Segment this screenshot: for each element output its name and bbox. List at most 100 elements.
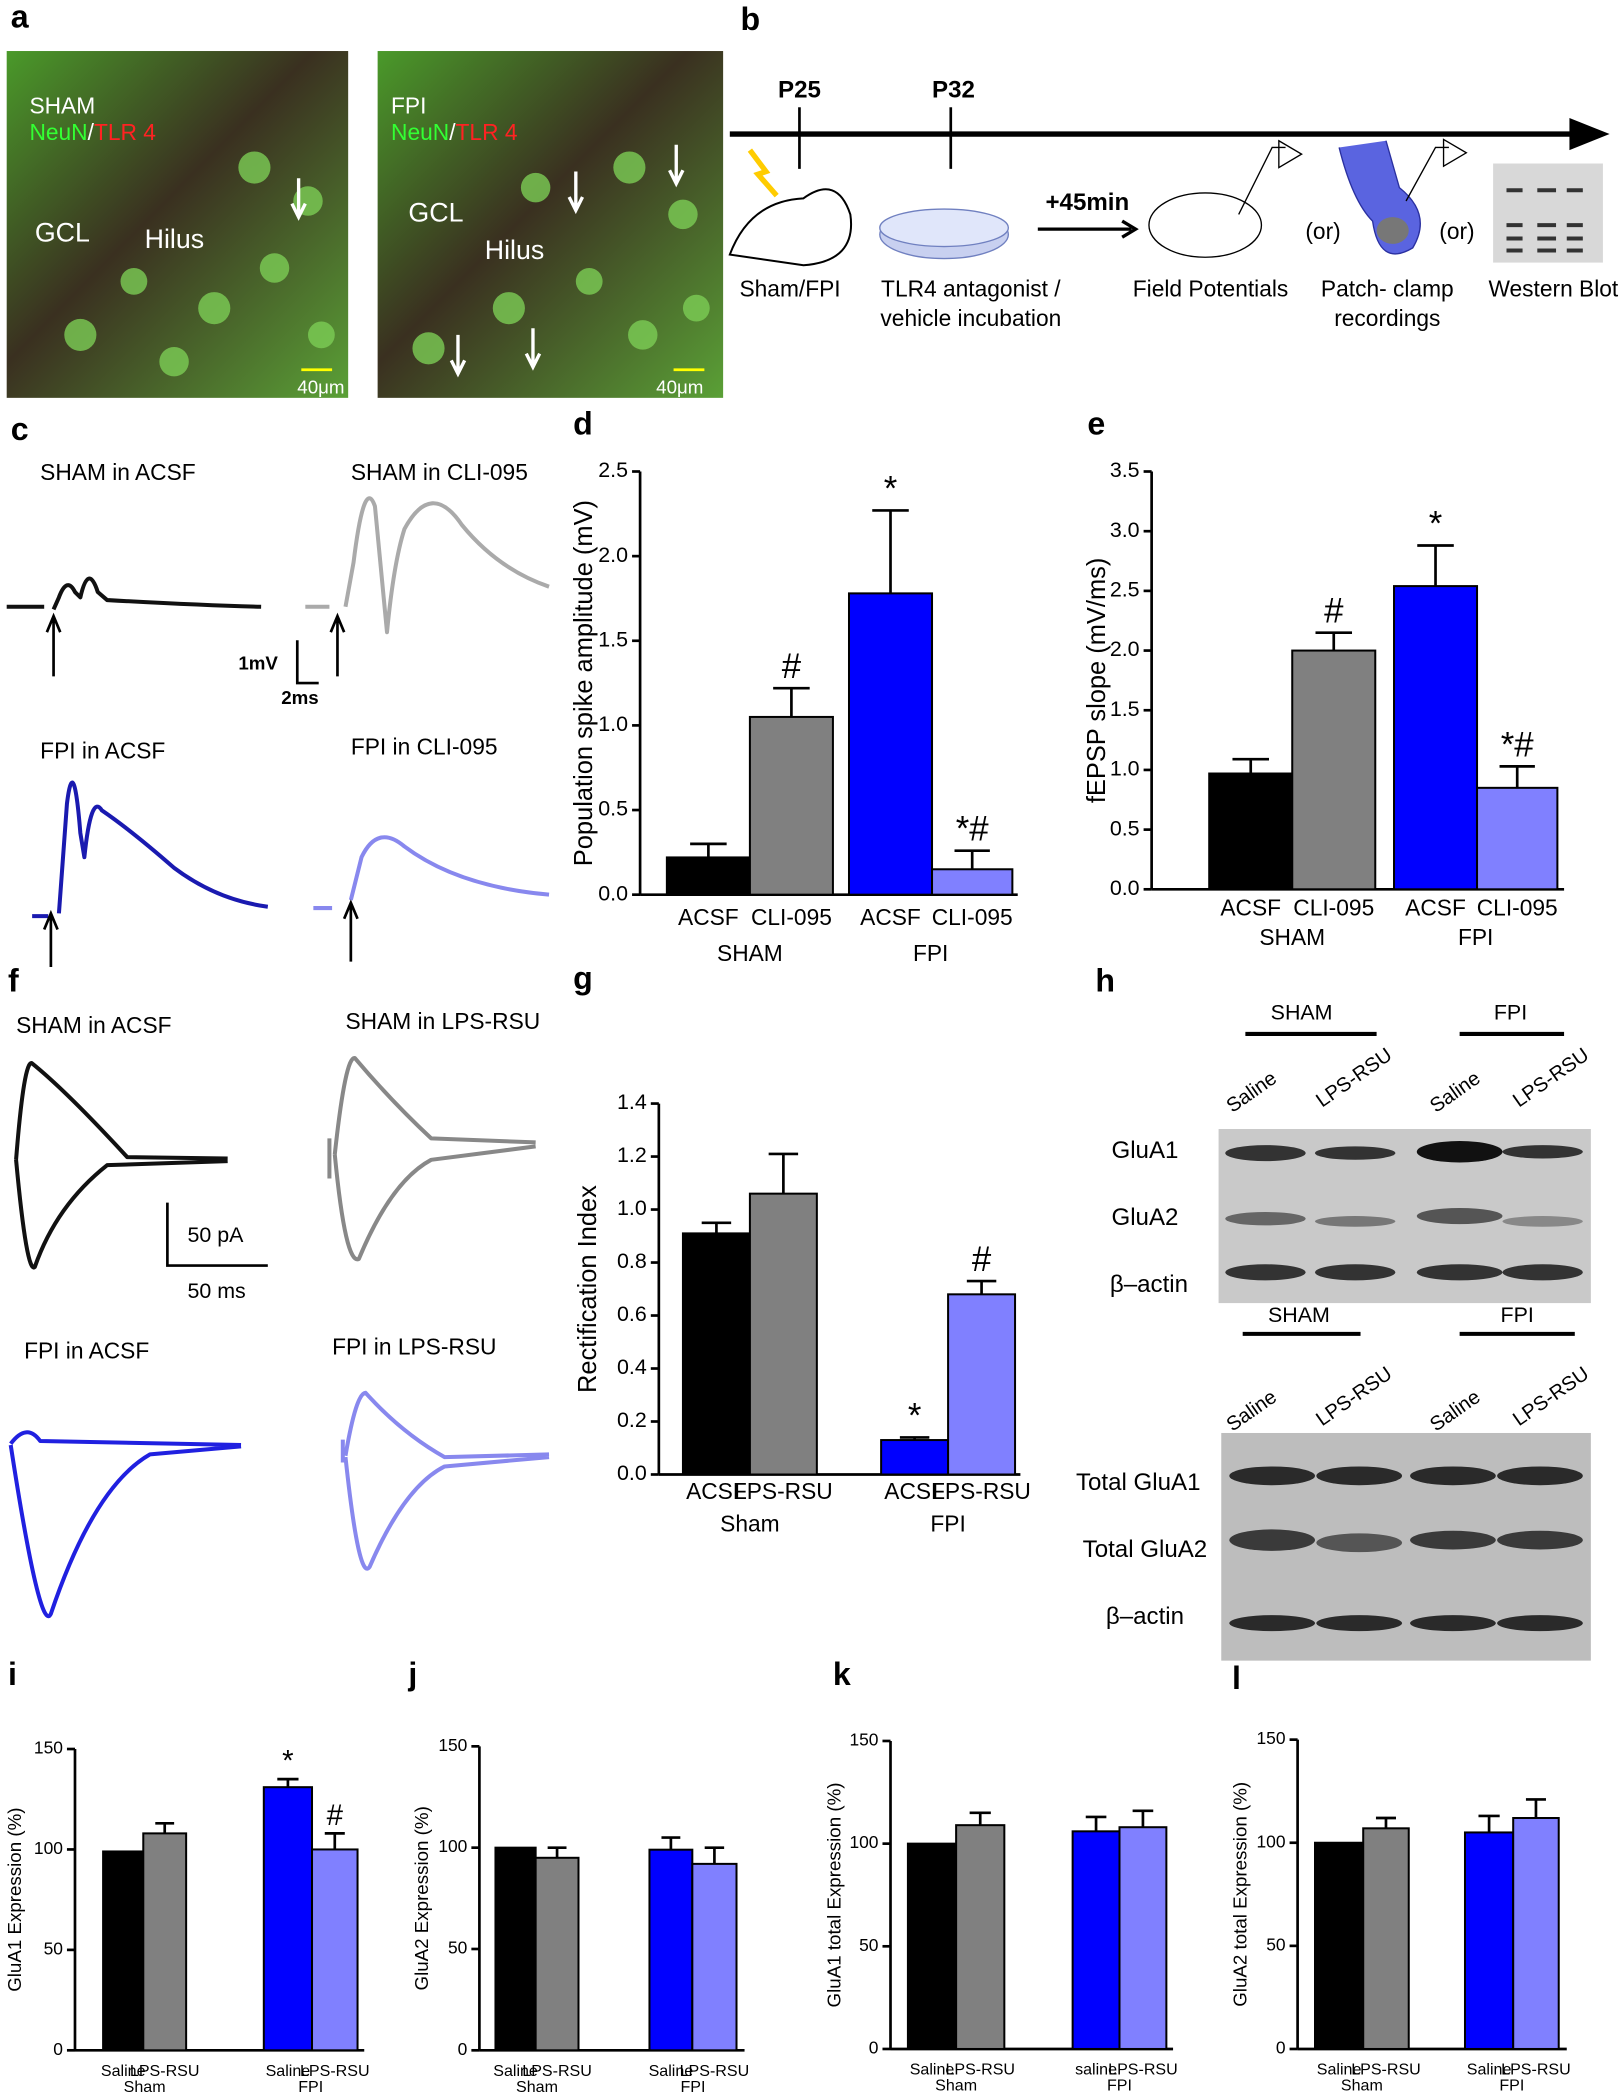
bar bbox=[1476, 786, 1559, 891]
y-tick-label: 0.0 bbox=[1110, 876, 1140, 900]
y-tick-label: 1.0 bbox=[598, 712, 628, 736]
y-axis-label: GluA2 total Expression (%) bbox=[1229, 1782, 1250, 2007]
stain: NeuN bbox=[29, 119, 87, 145]
error-bar bbox=[1315, 631, 1353, 651]
shape bbox=[1497, 1615, 1583, 1632]
bar bbox=[931, 868, 1014, 896]
panel-label: a bbox=[11, 0, 30, 34]
x-tick-label: ACSF bbox=[860, 904, 921, 930]
cells bbox=[412, 151, 710, 365]
significance-mark: # bbox=[972, 1240, 992, 1279]
error-bar bbox=[1132, 1809, 1154, 1828]
lane-label: Saline bbox=[1426, 1386, 1484, 1436]
y-tick-label: 2.5 bbox=[1110, 578, 1140, 602]
x-tick-label: ACSF bbox=[686, 1478, 747, 1504]
shape bbox=[1225, 1145, 1306, 1162]
x-tick-label: LPS-RSU bbox=[1108, 2061, 1178, 2079]
scale-label: 40μm bbox=[656, 376, 703, 397]
step-label: vehicle incubation bbox=[880, 305, 1061, 331]
x-tick-label: CLI-095 bbox=[1293, 894, 1374, 920]
x-tick-label: CLI-095 bbox=[751, 904, 832, 930]
stain: NeuN bbox=[391, 119, 449, 145]
error-bar bbox=[899, 1436, 930, 1441]
y-tick-label: 0.5 bbox=[598, 797, 628, 821]
error-bar bbox=[773, 686, 810, 717]
lane-label: LPS-RSU bbox=[1509, 1044, 1593, 1112]
y-tick-label: 0 bbox=[53, 2039, 63, 2059]
shape bbox=[1497, 1530, 1583, 1550]
y-tick-label: 2.0 bbox=[598, 543, 628, 567]
scale-bar bbox=[295, 640, 319, 685]
stain-label: NeuN/TLR 4 bbox=[391, 119, 517, 145]
shape bbox=[1497, 1466, 1583, 1486]
group-label: Sham bbox=[720, 1510, 779, 1536]
x-tick-label: LPS-RSU bbox=[522, 2062, 592, 2080]
significance-mark: # bbox=[327, 1799, 344, 1832]
separator: / bbox=[449, 119, 456, 145]
x-tick-label: Saline bbox=[1317, 2061, 1362, 2079]
shape bbox=[1502, 1264, 1583, 1281]
y-axis-label: GluA1 total Expression (%) bbox=[824, 1783, 845, 2008]
trace bbox=[305, 496, 550, 635]
region-label: Hilus bbox=[145, 224, 204, 254]
bar bbox=[1512, 1817, 1560, 2050]
y-axis-label: Population spike amplitude (mV) bbox=[570, 500, 598, 866]
group-label: Sham bbox=[1341, 2077, 1383, 2095]
significance-mark: * bbox=[884, 469, 898, 508]
error-bar bbox=[704, 1846, 725, 1864]
x-tick-label: CLI-095 bbox=[1477, 894, 1558, 920]
x-tick-label: ACSF bbox=[1405, 894, 1466, 920]
y-tick-label: 2.5 bbox=[598, 458, 628, 482]
panel-label: g bbox=[573, 960, 593, 996]
bands bbox=[1225, 1141, 1583, 1281]
y-tick-label: 1.2 bbox=[617, 1143, 647, 1167]
step-label: recordings bbox=[1334, 305, 1440, 331]
x-tick-label: Saline bbox=[101, 2062, 146, 2080]
bar bbox=[1291, 649, 1377, 891]
bar bbox=[1314, 1841, 1365, 2050]
group-label: SHAM bbox=[1259, 924, 1325, 950]
bar bbox=[665, 856, 751, 896]
scale-label: 50 pA bbox=[187, 1223, 244, 1247]
group-label: FPI bbox=[1107, 2077, 1132, 2095]
error-bar bbox=[1375, 1816, 1396, 1829]
y-axis-label: fEPSP slope (mV/ms) bbox=[1083, 558, 1111, 804]
shape bbox=[1410, 1530, 1496, 1550]
bar bbox=[494, 1846, 537, 2052]
injury-icon bbox=[747, 148, 779, 198]
y-tick-label: 0 bbox=[869, 2038, 879, 2058]
arrow bbox=[290, 178, 307, 221]
bands bbox=[1229, 1466, 1583, 1632]
significance-mark: # bbox=[1324, 592, 1344, 631]
scale-label: 40μm bbox=[297, 376, 344, 397]
stain: TLR 4 bbox=[456, 119, 518, 145]
x-tick-label: LPS-RSU bbox=[1501, 2061, 1571, 2079]
scale-label: 2ms bbox=[281, 687, 319, 708]
shape bbox=[42, 909, 59, 967]
row-label: GluA1 bbox=[1111, 1137, 1178, 1164]
y-tick-label: 0.5 bbox=[1110, 816, 1140, 840]
shape bbox=[159, 346, 189, 377]
panel-label: e bbox=[1087, 405, 1105, 441]
x-tick-label: LPS-RSU bbox=[734, 1478, 833, 1504]
shape bbox=[412, 332, 445, 365]
y-tick-label: 50 bbox=[448, 1938, 467, 1958]
x-tick-label: ACSF bbox=[678, 904, 739, 930]
dish-icon bbox=[879, 208, 1010, 248]
mouse-icon bbox=[728, 188, 853, 267]
group-label: SHAM bbox=[717, 940, 783, 966]
group-label: SHAM bbox=[29, 92, 95, 118]
x-tick-label: Saline bbox=[910, 2061, 955, 2079]
time-label: P25 bbox=[778, 77, 821, 104]
bar-chart: e 0.0 0.5 1.0 1.5 2.0 2.5 3.0 3.5 fEPSP slope (mV… bbox=[1083, 405, 1565, 950]
error-bar bbox=[701, 1221, 732, 1234]
nucleus-icon bbox=[1376, 217, 1409, 244]
significance-mark: *# bbox=[956, 810, 990, 849]
bar-chart: l 0 50 100 150 GluA2 total Expression (%) Sali… bbox=[1229, 1660, 1570, 2095]
error-bar bbox=[1085, 1815, 1107, 1832]
shape bbox=[613, 151, 646, 184]
lane-label: LPS-RSU bbox=[1509, 1363, 1593, 1431]
shape bbox=[1229, 1615, 1316, 1632]
panel-label: k bbox=[833, 1656, 851, 1692]
y-tick-label: 50 bbox=[44, 1938, 63, 1958]
